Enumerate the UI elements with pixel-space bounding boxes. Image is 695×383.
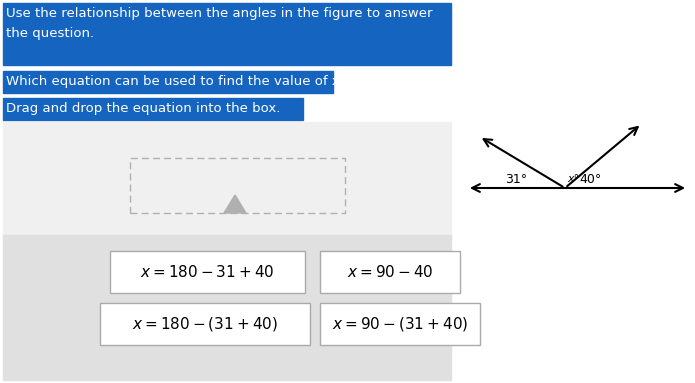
Bar	[320, 303, 480, 345]
Bar	[3, 3, 451, 65]
Bar	[110, 251, 305, 293]
Bar	[3, 71, 333, 93]
Bar	[100, 303, 310, 345]
Text: $x = 90 - 40$: $x = 90 - 40$	[347, 264, 433, 280]
Text: 31°: 31°	[505, 173, 527, 186]
Bar	[3, 98, 303, 120]
Bar	[3, 235, 451, 380]
Text: $x = 180 - 31 + 40$: $x = 180 - 31 + 40$	[140, 264, 275, 280]
Bar	[3, 122, 451, 235]
Text: $x = 90 - (31 + 40)$: $x = 90 - (31 + 40)$	[332, 315, 468, 333]
Text: Use the relationship between the angles in the figure to answer: Use the relationship between the angles …	[6, 7, 432, 20]
Text: $x = 180 - (31 + 40)$: $x = 180 - (31 + 40)$	[132, 315, 278, 333]
Bar	[320, 251, 460, 293]
Polygon shape	[224, 195, 246, 213]
Text: Which equation can be used to find the value of x?: Which equation can be used to find the v…	[6, 75, 347, 88]
Text: Drag and drop the equation into the box.: Drag and drop the equation into the box.	[6, 102, 280, 115]
Text: the question.: the question.	[6, 27, 94, 40]
Bar	[130, 158, 345, 213]
Text: x°: x°	[567, 174, 579, 184]
Text: 40°: 40°	[579, 173, 601, 186]
